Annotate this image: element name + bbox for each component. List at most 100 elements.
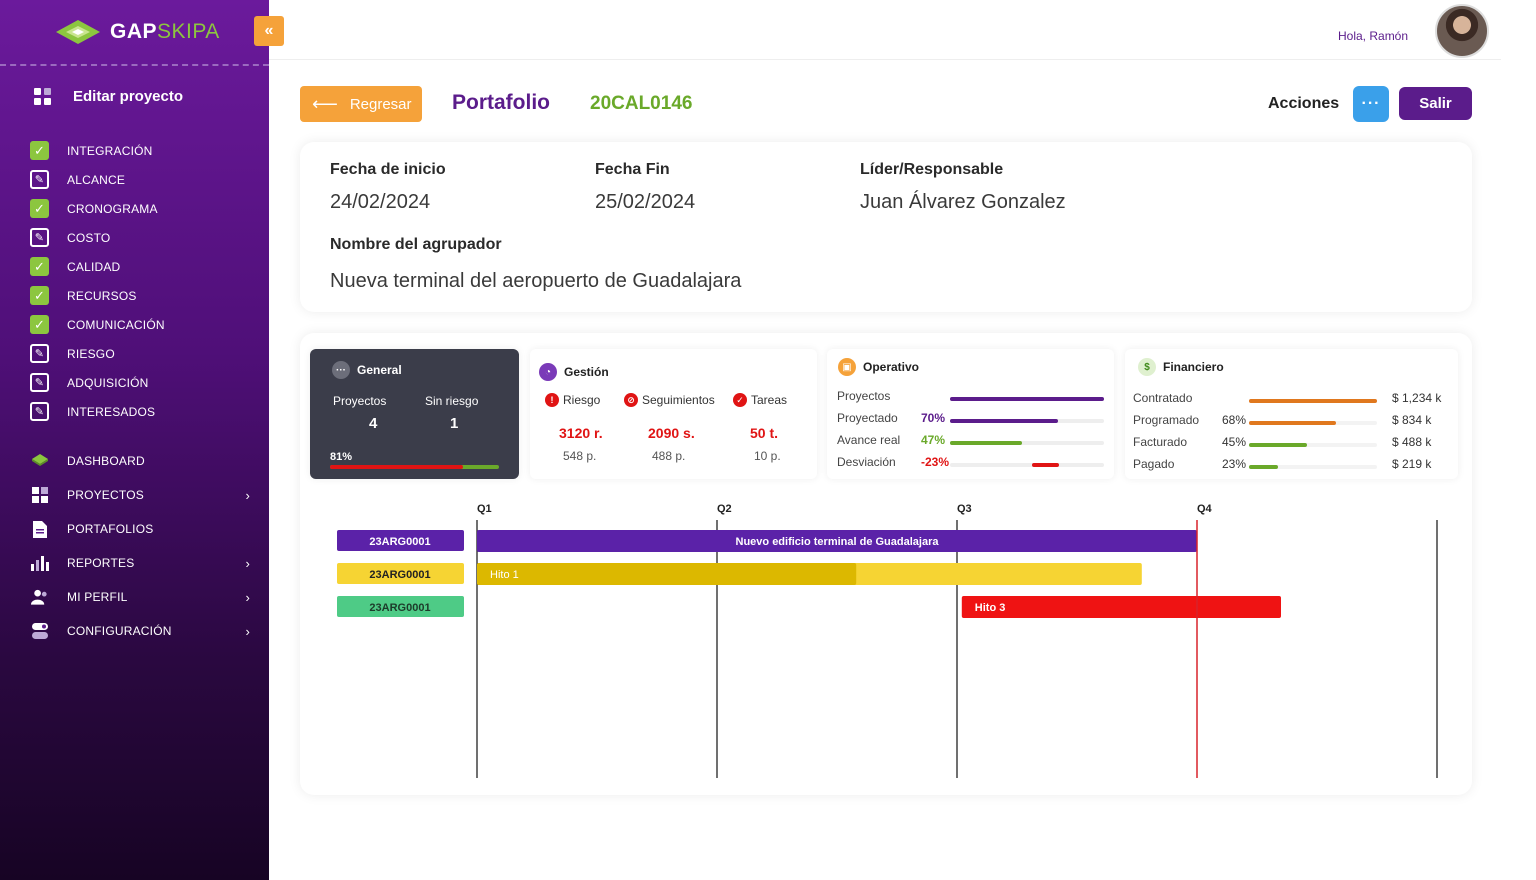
checklist-item[interactable]: ✎ ALCANCE <box>30 165 165 194</box>
operativo-row-label: Avance real <box>837 433 901 447</box>
gestion-item-sub: 10 p. <box>754 449 781 463</box>
chevron-right-icon: › <box>245 589 250 605</box>
financiero-row-fill <box>1249 421 1337 425</box>
gantt-bar-label: Nuevo edificio terminal de Guadalajara <box>736 536 940 548</box>
actions-label: Acciones <box>1268 95 1340 112</box>
gantt-row-code-chip[interactable] <box>337 563 464 584</box>
checklist-item-label: CRONOGRAMA <box>67 201 158 216</box>
users-icon <box>30 588 49 606</box>
general-progress-track <box>330 465 499 469</box>
nav-item-proyectos[interactable]: PROYECTOS › <box>30 478 250 512</box>
start-date-label: Fecha de inicio <box>330 161 446 178</box>
checklist-item-label: INTEGRACIÓN <box>67 143 153 158</box>
checklist-item[interactable]: ✎ ADQUISICIÓN <box>30 368 165 397</box>
nav-item-miperfil[interactable]: MI PERFIL › <box>30 580 250 614</box>
gestion-item-label: ⊘ Seguimientos <box>624 393 715 407</box>
nav-item-label: MI PERFIL <box>67 590 128 604</box>
gestion-item-value: 2090 s. <box>648 425 695 441</box>
checklist-item-label: INTERESADOS <box>67 404 156 419</box>
edit-icon: ✎ <box>30 170 49 189</box>
checkbox-checked-icon: ✓ <box>30 315 49 334</box>
nav-item-label: REPORTES <box>67 556 135 570</box>
nav-item-dashboard[interactable]: DASHBOARD <box>30 444 250 478</box>
nav-item-reportes[interactable]: REPORTES › <box>30 546 250 580</box>
general-card[interactable]: ··· General Proyectos 4 Sin riesgo 1 81% <box>310 349 519 479</box>
financiero-row-fill <box>1249 399 1377 403</box>
gantt-row-code-chip[interactable] <box>337 530 464 551</box>
gestion-title-text: Gestión <box>564 365 609 379</box>
nav-item-configuracin[interactable]: CONFIGURACIÓN › <box>30 614 250 648</box>
edit-icon: ✎ <box>30 402 49 421</box>
gantt-quarter-label: Q4 <box>1197 503 1213 515</box>
checklist-item[interactable]: ✎ COSTO <box>30 223 165 252</box>
operativo-row-track <box>950 441 1104 445</box>
alert-icon: ⊘ <box>624 393 638 407</box>
back-button[interactable]: ⟵ Regresar <box>300 86 422 122</box>
checklist-item[interactable]: ✎ RIESGO <box>30 339 165 368</box>
financiero-row-track <box>1249 421 1377 425</box>
collapse-sidebar-button[interactable]: « <box>254 16 284 46</box>
gantt-bar-label: Hito 3 <box>975 602 1006 614</box>
checkbox-checked-icon: ✓ <box>30 141 49 160</box>
checklist-item-label: RECURSOS <box>67 288 137 303</box>
leader-label: Líder/Responsable <box>860 161 1004 178</box>
checklist-item[interactable]: ✎ INTERESADOS <box>30 397 165 426</box>
financiero-row-label: Contratado <box>1133 391 1193 405</box>
operativo-row-label: Desviación <box>837 455 896 469</box>
checklist-item-label: COMUNICACIÓN <box>67 317 165 332</box>
financiero-row-label: Pagado <box>1133 457 1175 471</box>
layers-icon <box>30 452 49 470</box>
group-label: Nombre del agrupador <box>330 236 502 253</box>
gestion-card[interactable]: ◔ Gestión ! Riesgo 3120 r. 548 p. ⊘ Seguimien… <box>530 349 817 479</box>
financiero-title: $ Financiero <box>1138 358 1224 376</box>
general-projects-label: Proyectos <box>333 394 387 408</box>
operativo-row-label: Proyectado <box>837 411 898 425</box>
checklist-item[interactable]: ✓ INTEGRACIÓN <box>30 136 165 165</box>
gantt-bar[interactable] <box>477 530 1197 552</box>
financiero-row-pct: 45% <box>1222 435 1247 449</box>
back-button-label: Regresar <box>349 95 412 113</box>
avatar[interactable] <box>1435 4 1489 58</box>
checklist-item[interactable]: ✓ COMUNICACIÓN <box>30 310 165 339</box>
checklist-item-label: ALCANCE <box>67 172 126 187</box>
edit-project-label: Editar proyecto <box>73 88 184 105</box>
actions-menu-button[interactable]: ··· <box>1353 86 1389 122</box>
checklist-item[interactable]: ✓ RECURSOS <box>30 281 165 310</box>
bar-chart-icon <box>30 554 49 572</box>
brand-logo[interactable]: GAPSKIPA <box>54 18 220 46</box>
checklist-item-label: CALIDAD <box>67 259 121 274</box>
gantt-bar-label: Hito 1 <box>490 569 519 581</box>
operativo-row-track <box>950 397 1104 401</box>
gantt-chart: Q1 Q2 Q3 Q4 23ARG0001 Nuevo edificio terminal… <box>337 503 1438 778</box>
financiero-row-track <box>1249 399 1377 403</box>
operativo-card[interactable]: ▣ Operativo Proyectos Proyectado 70% Avance… <box>827 349 1114 479</box>
brand-name: GAPSKIPA <box>110 20 220 43</box>
gantt-quarter-label: Q2 <box>717 503 732 515</box>
financiero-row-pct: 23% <box>1222 457 1247 471</box>
grid-icon <box>30 486 49 504</box>
financiero-title-text: Financiero <box>1163 360 1224 374</box>
checklist-item[interactable]: ✓ CALIDAD <box>30 252 165 281</box>
gantt-row-code: 23ARG0001 <box>369 536 430 548</box>
gantt-quarter-label: Q1 <box>477 503 492 515</box>
operativo-row-pct: 47% <box>921 433 946 447</box>
gantt-row-code-chip[interactable] <box>337 596 464 617</box>
checklist-item[interactable]: ✓ CRONOGRAMA <box>30 194 165 223</box>
start-date-value: 24/02/2024 <box>330 191 431 213</box>
edit-project-heading: Editar proyecto <box>34 88 183 105</box>
checklist-item-label: RIESGO <box>67 346 115 361</box>
checkbox-checked-icon: ✓ <box>30 257 49 276</box>
financiero-row-track <box>1249 443 1377 447</box>
nav-item-portafolios[interactable]: PORTAFOLIOS <box>30 512 250 546</box>
financiero-card[interactable]: $ Financiero Contratado $ 1,234 k Programa… <box>1125 349 1458 479</box>
chevron-right-icon: › <box>245 555 250 571</box>
chevron-right-icon: › <box>245 487 250 503</box>
operativo-row-fill <box>1031 463 1060 467</box>
nav-item-label: DASHBOARD <box>67 454 145 468</box>
gantt-bar[interactable] <box>961 596 1281 618</box>
general-title: ··· General <box>332 361 402 379</box>
user-greeting: Hola, Ramón <box>1338 29 1409 43</box>
operativo-row-fill <box>950 419 1058 423</box>
exit-button[interactable]: Salir <box>1399 87 1472 120</box>
leader-value: Juan Álvarez Gonzalez <box>860 191 1066 213</box>
